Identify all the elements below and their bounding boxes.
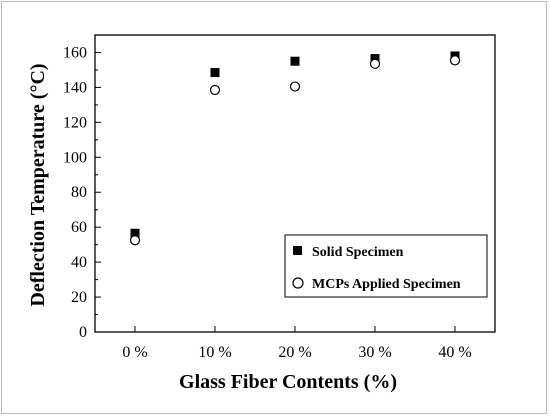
point-mcps-applied-specimen — [209, 84, 221, 96]
x-tick-label: 30 % — [358, 344, 391, 361]
point-mcps-applied-specimen — [129, 235, 141, 246]
y-tick-label: 120 — [63, 114, 87, 131]
point-mcps-applied-specimen — [449, 55, 461, 66]
y-tick-label: 160 — [63, 44, 87, 61]
point-solid-specimen — [130, 228, 140, 238]
y-axis-label: Deflection Temperature (°C) — [27, 63, 49, 306]
legend: Solid Specimen MCPs Applied Specimen — [284, 234, 488, 298]
legend-box — [284, 234, 488, 298]
y-axis-ticks: 0 20 40 60 80 100 120 140 160 — [63, 44, 101, 341]
legend-marker-solid — [293, 246, 302, 255]
x-tick-label: 0 % — [122, 344, 147, 361]
x-tick-label: 20 % — [278, 344, 311, 361]
x-tick-label: 40 % — [438, 344, 471, 361]
y-tick-label: 20 — [71, 289, 87, 306]
point-mcps-applied-specimen — [289, 81, 301, 92]
legend-marker-mcps — [292, 277, 304, 289]
y-tick-label: 40 — [71, 254, 87, 271]
y-tick-label: 100 — [63, 149, 87, 166]
y-tick-label: 140 — [63, 79, 87, 96]
point-solid-specimen — [290, 56, 300, 66]
x-axis-label: Glass Fiber Contents (%) — [179, 371, 397, 393]
legend-label-mcps: MCPs Applied Specimen — [312, 277, 461, 292]
point-mcps-applied-specimen — [369, 58, 381, 69]
legend-label-solid: Solid Specimen — [312, 245, 404, 260]
x-tick-label: 10 % — [198, 344, 231, 361]
point-solid-specimen — [210, 68, 220, 78]
y-tick-label: 80 — [71, 184, 87, 201]
data-points — [129, 51, 461, 246]
y-tick-label: 60 — [71, 219, 87, 236]
y-tick-label: 0 — [79, 324, 87, 341]
point-solid-specimen — [370, 54, 380, 64]
x-axis-ticks: 0 % 10 % 20 % 30 % 40 % — [122, 326, 472, 361]
